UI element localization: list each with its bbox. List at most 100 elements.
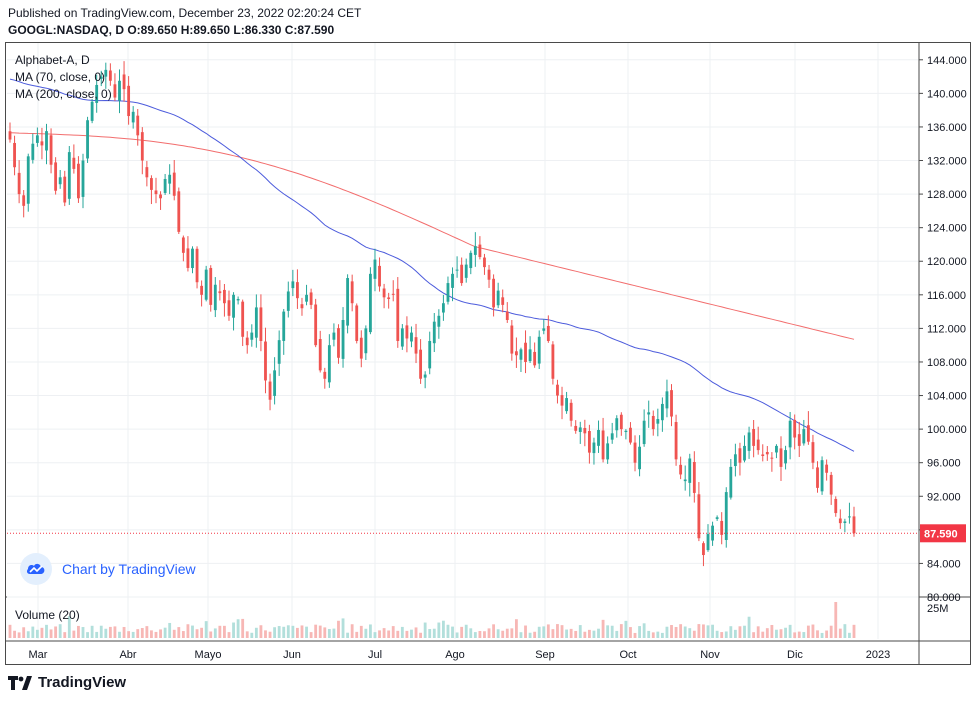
candle-body (254, 307, 258, 338)
candle-body (405, 325, 409, 339)
candle-body (54, 162, 58, 191)
chart-watermark[interactable]: Chart by TradingView (20, 553, 196, 585)
candle-body (533, 351, 537, 366)
volume-bar (556, 624, 559, 638)
volume-bar (592, 630, 596, 638)
volume-bar (501, 630, 505, 638)
candle-body (674, 422, 678, 460)
volume-bar (642, 623, 646, 638)
volume-bar (446, 624, 450, 638)
volume-bar (35, 629, 39, 638)
candle-body (191, 248, 194, 269)
footer-brand[interactable]: TradingView (8, 674, 126, 691)
legend-ma200: MA (200, close, 0) (15, 87, 112, 101)
candle-body (181, 237, 185, 253)
candle-body (688, 458, 692, 483)
volume-bar (724, 631, 728, 638)
candle-body (419, 349, 423, 379)
volume-bar (624, 620, 628, 638)
candle-body (332, 332, 336, 340)
volume-bar (784, 627, 787, 638)
candle-body (400, 328, 404, 347)
volume-bar (323, 627, 327, 638)
candle-body (788, 420, 792, 448)
volume-bar (683, 626, 687, 638)
candle-body (387, 297, 391, 300)
volume-bar (67, 616, 71, 638)
candle-body (108, 70, 112, 81)
volume-bar (63, 632, 67, 638)
candle-body (473, 246, 477, 255)
candle-body (368, 273, 372, 333)
ohlc-line: GOOGL:NASDAQ, D O:89.650 H:89.650 L:86.3… (8, 23, 335, 37)
candle-body (514, 351, 518, 356)
price-tick-label: 112.000 (927, 323, 966, 335)
volume-bar (150, 630, 153, 638)
candle-body (624, 430, 628, 433)
volume-bar (163, 627, 167, 638)
volume-bar (286, 625, 290, 638)
volume-bar (647, 630, 651, 638)
candle-body (565, 398, 568, 412)
volume-bar (437, 622, 441, 638)
volume-bar (848, 632, 851, 638)
tradingview-logo-icon (8, 675, 32, 690)
candle-body (81, 160, 85, 197)
candle-body (245, 337, 249, 346)
candle-body (163, 178, 167, 193)
volume-bar (761, 631, 765, 638)
volume-bar (350, 624, 354, 638)
volume-bar (54, 626, 58, 638)
volume-bar (99, 625, 103, 638)
volume-bar (619, 624, 623, 638)
candle-body (505, 311, 509, 320)
volume-bar (793, 632, 797, 638)
volume-bar (136, 629, 140, 638)
candle-body (350, 281, 354, 304)
volume-bar (633, 632, 637, 638)
volume-bar (77, 625, 80, 638)
volume-bar (578, 625, 582, 638)
candle-body (200, 285, 204, 295)
watermark-text[interactable]: Chart by TradingView (62, 561, 196, 577)
candle-body (159, 194, 162, 199)
price-tick-label: 108.000 (927, 357, 967, 369)
volume-bar (610, 625, 614, 638)
candle-body (250, 332, 254, 340)
candle-body (364, 328, 368, 354)
volume-bar (428, 629, 432, 638)
candle-body (715, 517, 719, 519)
volume-bar (733, 629, 737, 638)
price-tick-label: 136.000 (927, 122, 967, 134)
volume-bar (729, 626, 733, 638)
candle-body (629, 427, 632, 443)
chart-frame[interactable] (5, 42, 971, 665)
volume-bar (400, 626, 404, 638)
volume-bar (811, 624, 815, 638)
price-tick-label: 84.000 (927, 558, 961, 570)
volume-bar (332, 628, 336, 638)
candle-body (660, 403, 664, 421)
price-tick-label: 100.000 (927, 424, 967, 436)
candle-body (724, 492, 728, 540)
volume-bar (528, 632, 532, 638)
volume-bar (373, 632, 377, 638)
volume-bar (305, 626, 308, 638)
volume-bar (797, 631, 801, 638)
candle-body (122, 74, 126, 90)
candle-body (359, 337, 363, 359)
candle-body (49, 135, 53, 165)
candle-body (355, 305, 359, 341)
legend-volume: Volume (20) (15, 608, 80, 622)
volume-bar (291, 625, 295, 638)
candle-body (63, 176, 67, 203)
volume-bar (460, 626, 464, 638)
candle-body (797, 434, 801, 446)
candle-body (460, 264, 464, 284)
volume-bar (820, 632, 824, 638)
volume-bar (496, 629, 500, 638)
candle-body (227, 300, 231, 316)
volume-bar (606, 625, 610, 638)
volume-bar (122, 626, 126, 638)
